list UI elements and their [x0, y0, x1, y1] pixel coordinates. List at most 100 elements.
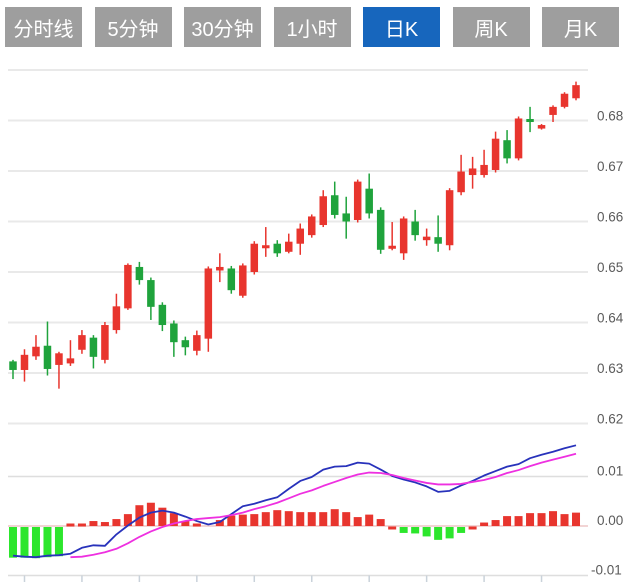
macd-bar	[54, 527, 63, 557]
macd-bar	[227, 515, 236, 526]
macd-bar	[284, 511, 293, 526]
candle-body	[9, 361, 17, 370]
macd-bar-dash	[192, 523, 201, 527]
macd-bar	[135, 505, 144, 526]
candle-body	[526, 118, 534, 123]
grid-layer	[8, 69, 588, 577]
candle-body	[537, 125, 546, 129]
macd-bar	[537, 513, 546, 526]
macd-bar-dash	[388, 526, 397, 530]
price-axis-label: 0.63	[597, 361, 623, 376]
macd-axis-label: 0.00	[597, 513, 623, 528]
macd-axis-label: -0.01	[591, 563, 622, 578]
macd-bar	[261, 512, 270, 526]
macd-bar	[434, 527, 443, 540]
macd-bar	[169, 513, 178, 526]
macd-bar	[296, 512, 305, 526]
macd-bar	[89, 521, 98, 526]
candle-body	[422, 236, 431, 241]
candle-body	[193, 335, 201, 351]
candle-body	[572, 85, 580, 99]
candle-body	[43, 345, 52, 369]
macd-bar	[330, 509, 339, 526]
candle-body	[514, 118, 523, 159]
macd-bar	[215, 520, 224, 526]
candle-body	[124, 264, 132, 309]
macd-bar	[411, 527, 420, 534]
price-axis-label: 0.65	[597, 260, 623, 275]
candle-body	[66, 358, 75, 364]
tab-5min[interactable]: 5分钟	[94, 7, 172, 47]
macd-bar	[560, 514, 569, 526]
candle-body	[353, 181, 362, 220]
tab-timeshare-line[interactable]: 分时线	[5, 7, 82, 47]
macd-bar	[365, 514, 374, 526]
candle-body	[20, 354, 29, 370]
candle-body	[296, 228, 304, 244]
candle-body	[239, 265, 247, 296]
candle-body	[376, 209, 385, 250]
candle-body	[78, 335, 86, 350]
price-axis-label: 0.66	[597, 210, 623, 225]
candle-body	[204, 268, 213, 339]
macd-bar	[422, 527, 431, 537]
candle-body	[468, 168, 477, 176]
tab-weekly-k[interactable]: 周K	[452, 7, 530, 47]
macd-bar	[445, 527, 454, 539]
candle-body	[181, 340, 190, 348]
macd-bar	[307, 512, 316, 526]
period-tabbar: 分时线 5分钟 30分钟 1小时 日K 周K 月K	[5, 7, 619, 47]
candle-body	[491, 138, 500, 170]
macd-bar	[491, 520, 500, 526]
macd-bar	[342, 512, 351, 526]
candle-body	[112, 306, 121, 331]
candle-body	[285, 241, 293, 252]
macd-bar	[112, 519, 121, 526]
macd-axis-label: 0.01	[597, 464, 623, 479]
candle-body	[399, 218, 408, 254]
tab-30min[interactable]: 30分钟	[184, 7, 261, 47]
macd-bar	[526, 513, 535, 526]
macd-bar	[376, 519, 385, 526]
candle-body	[388, 245, 396, 249]
tab-monthly-k[interactable]: 月K	[542, 7, 619, 47]
macd-bar	[9, 527, 17, 558]
candle-body	[560, 93, 569, 107]
x-axis-ticks	[23, 575, 543, 582]
candle-body	[250, 243, 259, 272]
macd-bar	[480, 522, 489, 526]
macd-bar	[43, 527, 52, 558]
macd-bar	[146, 502, 155, 526]
macd-bar-dash	[468, 526, 477, 530]
macd-bar	[31, 527, 40, 559]
candle-body	[503, 140, 511, 159]
candle-body	[216, 266, 224, 271]
candle-body	[445, 190, 454, 246]
price-axis-label: 0.62	[597, 412, 623, 427]
candle-body	[101, 325, 109, 360]
macd-bar	[457, 527, 466, 533]
macd-bar	[250, 514, 259, 526]
candle-body	[158, 304, 167, 326]
candle-body	[365, 188, 373, 214]
candle-body	[89, 337, 98, 357]
macd-bar	[572, 512, 581, 526]
price-axis-label: 0.68	[597, 109, 623, 124]
candle-body	[434, 237, 442, 244]
macd-bar	[503, 516, 512, 526]
candle-body	[319, 196, 327, 226]
candle-body	[411, 221, 419, 236]
candle-body	[330, 195, 339, 215]
macd-bar-dash	[77, 523, 86, 527]
candle-body	[307, 216, 316, 236]
candle-body	[342, 213, 350, 222]
candle-body	[273, 243, 282, 254]
price-axis-label: 0.67	[597, 159, 623, 174]
macd-bar	[514, 516, 523, 526]
macd-bar	[319, 512, 328, 526]
macd-dif-line	[12, 444, 577, 559]
tab-daily-k[interactable]: 日K	[363, 7, 440, 47]
tab-1hour[interactable]: 1小时	[273, 7, 351, 47]
